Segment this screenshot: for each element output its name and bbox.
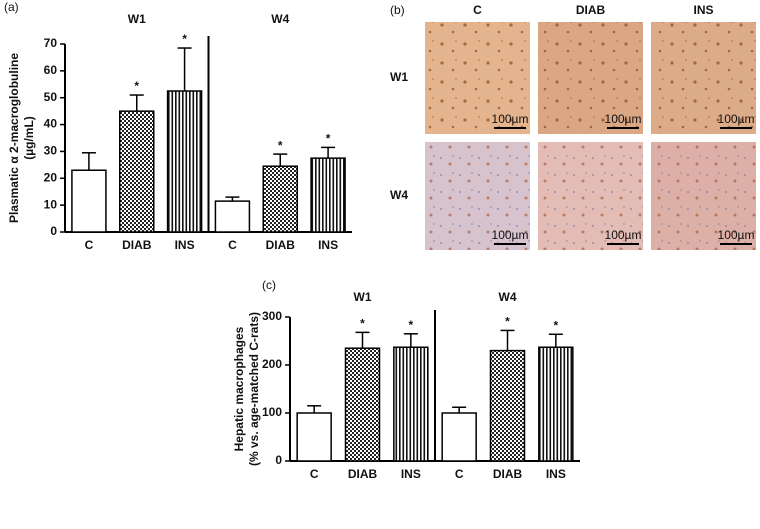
group-label: W4: [499, 290, 517, 304]
row-label: W4: [390, 188, 408, 202]
significance-mark: *: [326, 132, 331, 146]
bar: [489, 349, 526, 462]
column-label: INS: [693, 3, 713, 17]
bar: [214, 200, 251, 233]
y-tick-label: 40: [44, 117, 58, 131]
x-tick-label: DIAB: [266, 238, 296, 252]
significance-mark: *: [278, 138, 283, 152]
significance-mark: *: [134, 79, 139, 93]
y-tick-label: 60: [44, 63, 58, 77]
significance-mark: *: [182, 32, 187, 46]
significance-mark: *: [553, 318, 558, 332]
x-tick-label: C: [228, 238, 237, 252]
y-tick-label: 30: [44, 144, 58, 158]
y-tick-label: 0: [50, 224, 57, 238]
row-label: W1: [390, 70, 408, 84]
x-tick-label: INS: [401, 467, 421, 481]
scale-label: 100µm: [492, 228, 529, 242]
y-tick-label: 70: [44, 36, 58, 50]
group-label: W4: [271, 12, 289, 26]
bar: [296, 412, 332, 462]
scale-label: 100µm: [718, 112, 755, 126]
y-tick-label: 100: [262, 405, 282, 419]
bar: [393, 346, 429, 462]
y-tick-label: 200: [262, 357, 282, 371]
bar: [344, 347, 381, 462]
panel-label: (c): [262, 278, 276, 292]
y-tick-label: 20: [44, 170, 58, 184]
micrograph-texture: [425, 142, 530, 250]
scale-label: 100µm: [605, 228, 642, 242]
micrograph-texture: [651, 22, 756, 134]
panel-label: (a): [4, 0, 19, 14]
y-axis-label: Hepatic macrophages: [232, 326, 246, 451]
group-label: W1: [354, 290, 372, 304]
y-axis-label: (% vs. age-matched C-rats): [247, 312, 261, 466]
x-tick-label: INS: [546, 467, 566, 481]
micrograph-texture: [425, 22, 530, 134]
x-tick-label: C: [310, 467, 319, 481]
micrograph-texture: [651, 142, 756, 250]
x-tick-label: DIAB: [348, 467, 378, 481]
bar: [262, 165, 298, 233]
x-tick-label: C: [455, 467, 464, 481]
micrograph-panel: (b) C DIAB INS W1 100µm 100µm 100µm W4 100µm 100µm…: [390, 3, 756, 250]
significance-mark: *: [408, 318, 413, 332]
scale-label: 100µm: [605, 112, 642, 126]
y-axis-label: Plasmatic α 2-macroglobuline: [7, 53, 21, 223]
bar: [119, 110, 155, 233]
significance-mark: *: [505, 315, 510, 329]
panel-label: (b): [390, 3, 405, 17]
group-label: W1: [128, 12, 146, 26]
scale-label: 100µm: [718, 228, 755, 242]
y-tick-label: 300: [262, 309, 282, 323]
bar: [441, 412, 477, 462]
bar: [310, 157, 346, 233]
micrograph-texture: [538, 142, 643, 250]
y-tick-label: 0: [275, 453, 282, 467]
y-axis-label: (µg/mL): [22, 116, 36, 160]
micrograph-texture: [538, 22, 643, 134]
x-tick-label: C: [85, 238, 94, 252]
scale-label: 100µm: [492, 112, 529, 126]
x-tick-label: INS: [175, 238, 195, 252]
significance-mark: *: [360, 317, 365, 331]
y-tick-label: 50: [44, 90, 58, 104]
x-tick-label: INS: [318, 238, 338, 252]
bar: [71, 169, 107, 233]
x-tick-label: DIAB: [493, 467, 523, 481]
bar: [166, 90, 203, 233]
column-label: C: [473, 3, 482, 17]
column-label: DIAB: [576, 3, 606, 17]
x-tick-label: DIAB: [122, 238, 152, 252]
bar: [538, 346, 574, 462]
y-tick-label: 10: [44, 197, 58, 211]
